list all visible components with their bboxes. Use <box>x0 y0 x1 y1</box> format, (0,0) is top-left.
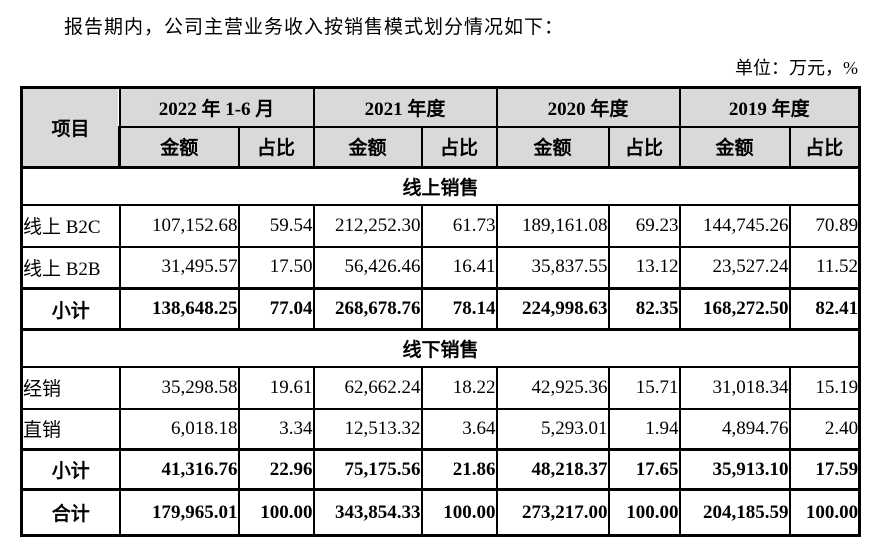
cell-ratio: 17.65 <box>607 448 681 491</box>
cell-ratio: 17.50 <box>237 245 315 290</box>
header-row-periods: 项目 2022 年 1-6 月 2021 年度 2020 年度 2019 年度 <box>20 86 862 169</box>
cell-ratio: 11.52 <box>788 245 862 290</box>
section-row-offline: 线下销售 <box>19 328 862 368</box>
cell-ratio: 3.34 <box>237 407 315 451</box>
header-period-2020: 2020 年度 <box>495 86 681 128</box>
cell-amount: 212,252.30 <box>312 203 423 248</box>
header-period-2019: 2019 年度 <box>678 86 862 128</box>
cell-ratio: 21.86 <box>420 448 498 491</box>
cell-ratio: 1.94 <box>607 407 681 451</box>
cell-ratio: 100.00 <box>607 488 681 537</box>
row-label: 合计 <box>20 488 121 537</box>
row-label: 经销 <box>20 365 121 410</box>
cell-ratio: 82.35 <box>607 287 681 331</box>
cell-ratio: 15.19 <box>788 365 862 410</box>
cell-amount: 48,218.37 <box>495 448 610 491</box>
table-row-online-b2b: 线上 B2B 31,495.57 17.50 56,426.46 16.41 3… <box>20 245 862 290</box>
cell-ratio: 82.41 <box>788 287 862 331</box>
cell-amount: 4,894.76 <box>678 407 791 451</box>
header-item: 项目 <box>20 86 121 169</box>
header-amount: 金额 <box>118 125 240 169</box>
cell-ratio: 59.54 <box>237 203 315 248</box>
row-label: 小计 <box>20 287 121 331</box>
table-row-online-b2c: 线上 B2C 107,152.68 59.54 212,252.30 61.73… <box>20 203 862 248</box>
cell-amount: 168,272.50 <box>678 287 791 331</box>
table-row-direct: 直销 6,018.18 3.34 12,513.32 3.64 5,293.01… <box>20 407 862 451</box>
cell-amount: 35,913.10 <box>678 448 791 491</box>
cell-ratio: 3.64 <box>420 407 498 451</box>
cell-amount: 62,662.24 <box>312 365 423 410</box>
header-ratio: 占比 <box>788 125 862 169</box>
cell-ratio: 2.40 <box>788 407 862 451</box>
cell-amount: 204,185.59 <box>678 488 791 537</box>
cell-amount: 31,018.34 <box>678 365 791 410</box>
header-amount: 金额 <box>495 125 610 169</box>
cell-amount: 31,495.57 <box>118 245 240 290</box>
unit-label: 单位：万元，% <box>735 58 858 78</box>
intro-text: 报告期内，公司主营业务收入按销售模式划分情况如下： <box>64 17 565 38</box>
cell-amount: 5,293.01 <box>495 407 610 451</box>
cell-amount: 179,965.01 <box>118 488 240 537</box>
row-label: 直销 <box>20 407 121 451</box>
cell-ratio: 13.12 <box>607 245 681 290</box>
cell-ratio: 77.04 <box>237 287 315 331</box>
section-title-offline: 线下销售 <box>19 328 862 368</box>
header-ratio: 占比 <box>237 125 315 169</box>
cell-ratio: 61.73 <box>420 203 498 248</box>
cell-ratio: 70.89 <box>788 203 862 248</box>
table-row-grand-total: 合计 179,965.01 100.00 343,854.33 100.00 2… <box>20 488 862 537</box>
header-ratio: 占比 <box>607 125 681 169</box>
cell-amount: 75,175.56 <box>312 448 423 491</box>
row-label: 小计 <box>20 448 121 491</box>
cell-ratio: 17.59 <box>788 448 862 491</box>
cell-amount: 224,998.63 <box>495 287 610 331</box>
header-amount: 金额 <box>312 125 423 169</box>
cell-ratio: 19.61 <box>237 365 315 410</box>
cell-amount: 42,925.36 <box>495 365 610 410</box>
section-title-online: 线上销售 <box>19 166 862 206</box>
cell-amount: 6,018.18 <box>118 407 240 451</box>
cell-amount: 35,298.58 <box>118 365 240 410</box>
cell-ratio: 18.22 <box>420 365 498 410</box>
cell-amount: 138,648.25 <box>118 287 240 331</box>
cell-ratio: 69.23 <box>607 203 681 248</box>
table-row-distribution: 经销 35,298.58 19.61 62,662.24 18.22 42,92… <box>20 365 862 410</box>
row-label: 线上 B2C <box>20 203 121 248</box>
cell-ratio: 16.41 <box>420 245 498 290</box>
header-amount: 金额 <box>678 125 791 169</box>
cell-ratio: 15.71 <box>607 365 681 410</box>
header-ratio: 占比 <box>420 125 498 169</box>
header-period-2022: 2022 年 1-6 月 <box>118 86 315 128</box>
cell-amount: 189,161.08 <box>495 203 610 248</box>
cell-ratio: 100.00 <box>420 488 498 537</box>
cell-amount: 23,527.24 <box>678 245 791 290</box>
cell-ratio: 22.96 <box>237 448 315 491</box>
cell-amount: 56,426.46 <box>312 245 423 290</box>
cell-amount: 41,316.76 <box>118 448 240 491</box>
cell-amount: 273,217.00 <box>495 488 610 537</box>
section-row-online: 线上销售 <box>19 166 862 206</box>
cell-amount: 268,678.76 <box>312 287 423 331</box>
cell-amount: 35,837.55 <box>495 245 610 290</box>
cell-ratio: 100.00 <box>788 488 862 537</box>
cell-ratio: 100.00 <box>237 488 315 537</box>
cell-amount: 12,513.32 <box>312 407 423 451</box>
header-row-measures: 金额 占比 金额 占比 金额 占比 金额 占比 <box>22 125 862 169</box>
cell-ratio: 78.14 <box>420 287 498 331</box>
revenue-by-sales-model-table: 项目 2022 年 1-6 月 2021 年度 2020 年度 2019 年度 … <box>19 86 862 537</box>
cell-amount: 107,152.68 <box>118 203 240 248</box>
cell-amount: 144,745.26 <box>678 203 791 248</box>
header-period-2021: 2021 年度 <box>312 86 498 128</box>
table-row-offline-subtotal: 小计 41,316.76 22.96 75,175.56 21.86 48,21… <box>20 448 862 491</box>
row-label: 线上 B2B <box>20 245 121 290</box>
table-row-online-subtotal: 小计 138,648.25 77.04 268,678.76 78.14 224… <box>20 287 862 331</box>
cell-amount: 343,854.33 <box>312 488 423 537</box>
